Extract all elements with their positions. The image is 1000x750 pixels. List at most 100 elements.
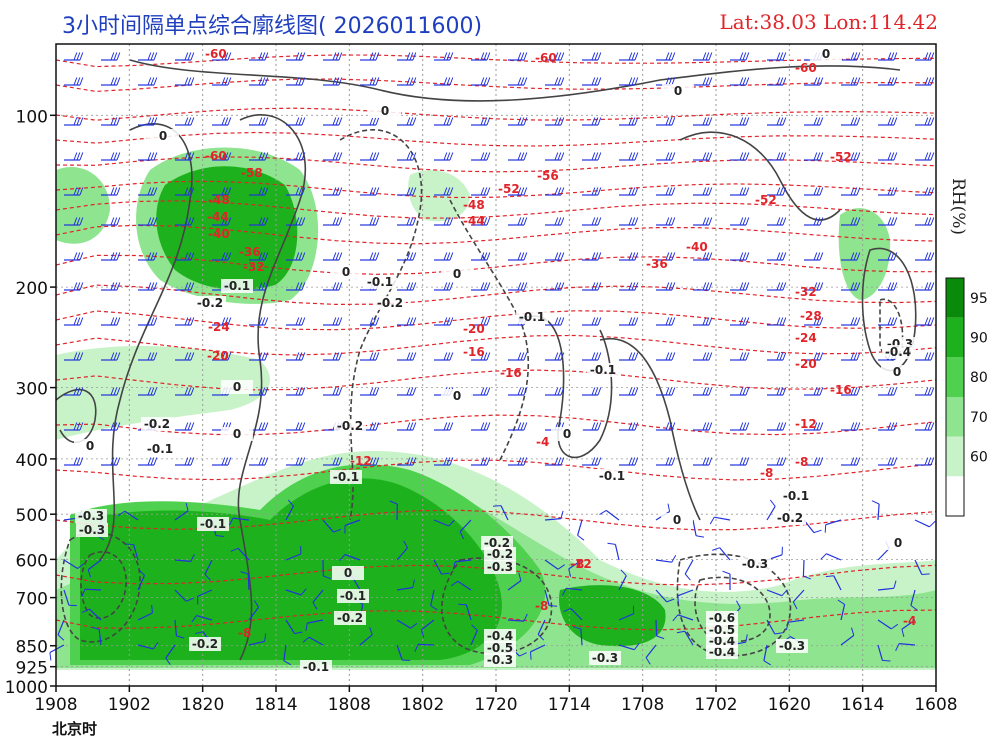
omega-label-7: 0	[233, 427, 241, 441]
wind-barb-feather-197-1	[261, 317, 266, 326]
wind-barb-feather-21-0	[856, 52, 861, 61]
temp-contour-12	[55, 369, 937, 391]
wind-barb-feather-259-0	[782, 387, 787, 396]
wind-barb-365	[247, 573, 250, 591]
wind-barb-feather-396-0	[523, 613, 528, 622]
wind-barb-feather-201-1	[409, 317, 414, 326]
wind-barb-feather-115-1	[779, 187, 784, 196]
wind-barb-feather-263-0	[930, 387, 935, 396]
wind-barb-feather-35-2	[480, 77, 485, 86]
wind-barb-feather-42-2	[739, 77, 744, 86]
wind-barb-feather-91-0	[782, 152, 787, 161]
wind-barb-419	[470, 630, 478, 646]
wind-barb-feather-188-1	[816, 282, 821, 291]
wind-barb-feather-426-0	[745, 634, 748, 643]
wind-barb-feather-83-1	[483, 152, 488, 161]
wind-barb-feather-130-1	[446, 217, 451, 226]
wind-barb-feather-34-2	[443, 77, 448, 86]
wind-barb-feather-21-2	[850, 52, 855, 61]
wind-barb-feather-380-0	[792, 601, 798, 610]
wind-barb-feather-27-2	[184, 77, 189, 86]
wind-barb-feather-122-2	[147, 217, 152, 226]
wind-barb-feather-165-1	[853, 252, 858, 261]
wind-barb-329	[692, 519, 697, 536]
wind-barb-feather-218-2	[147, 352, 152, 361]
wind-barb-feather-422-0	[573, 626, 582, 630]
wind-barb-feather-162-0	[745, 252, 750, 261]
wind-barb-feather-75-1	[187, 152, 192, 161]
wind-barb-feather-253-0	[560, 387, 565, 396]
wind-barb-374	[566, 587, 583, 591]
wind-barb-feather-291-2	[184, 457, 189, 466]
wind-barb-361	[84, 588, 102, 591]
wind-barb-feather-0-1	[76, 52, 81, 61]
wind-barb-feather-107-1	[483, 187, 488, 196]
wind-barb-feather-65-0	[708, 117, 713, 126]
wind-barb-feather-234-2	[739, 352, 744, 361]
omega-label-bg-6	[441, 389, 473, 403]
wind-barb-feather-229-2	[554, 352, 559, 361]
wind-barb-feather-381-0	[825, 575, 834, 578]
wind-barb-feather-163-2	[776, 252, 781, 261]
wind-barb-feather-286-2	[887, 422, 892, 431]
wind-barb-feather-193-2	[110, 317, 115, 326]
wind-barb-feather-301-2	[554, 457, 559, 466]
wind-barb-feather-125-0	[264, 217, 269, 226]
wind-barb-feather-278-2	[591, 422, 596, 431]
wind-barb-feather-282-0	[745, 422, 750, 431]
wind-barb-feather-353-0	[684, 573, 691, 581]
wind-barb-feather-186-1	[742, 282, 747, 291]
omega-contour-5	[599, 337, 701, 521]
wind-barb-feather-269-1	[261, 422, 266, 431]
y-tick-label-8: 925	[16, 659, 48, 679]
wind-barb-feather-231-1	[631, 352, 636, 361]
wind-barb-feather-47-1	[927, 77, 932, 86]
wind-barb-feather-12-0	[523, 52, 528, 61]
wind-barb-feather-308-1	[816, 457, 821, 466]
wind-barb-feather-425-0	[676, 630, 685, 634]
omega-label-43: -0.5	[487, 641, 513, 655]
wind-barb-feather-80-2	[369, 152, 374, 161]
wind-barb-feather-219-2	[184, 352, 189, 361]
wind-barb-feather-38-2	[591, 77, 596, 86]
wind-barb-feather-26-0	[153, 77, 158, 86]
wind-barb-feather-389-0	[253, 600, 260, 608]
wind-barb-422	[580, 628, 583, 646]
omega-contour-0	[99, 123, 193, 561]
wind-barb-feather-47-2	[924, 77, 929, 86]
wind-barb-feather-241-1	[113, 387, 118, 396]
temp-label-33: -8	[238, 626, 251, 640]
wind-barb-feather-84-0	[523, 152, 528, 161]
wind-barb-feather-19-1	[779, 52, 784, 61]
wind-barb-feather-222-1	[298, 352, 303, 361]
wind-barb-feather-264-1	[76, 422, 81, 431]
wind-barb-feather-82-0	[449, 152, 454, 161]
wind-barb-feather-263-1	[927, 387, 932, 396]
wind-barb-feather-31-2	[332, 77, 337, 86]
wind-barb-feather-275-1	[483, 422, 488, 431]
wind-barb-feather-175-0	[338, 282, 343, 291]
wind-barb-feather-173-2	[258, 282, 263, 291]
wind-barb-feather-246-0	[301, 387, 306, 396]
temp-label-19: -28	[800, 309, 822, 323]
wind-barb-feather-30-2	[295, 77, 300, 86]
wind-barb-feather-61-2	[554, 117, 559, 126]
wind-barb-340	[204, 559, 213, 575]
wind-barb-336	[63, 559, 78, 570]
wind-barb-feather-256-2	[665, 387, 670, 396]
wind-barb-feather-63-2	[628, 117, 633, 126]
wind-barb-feather-34-0	[449, 77, 454, 86]
wind-barb-429	[840, 634, 855, 646]
wind-barb-feather-152-1	[372, 252, 377, 261]
wind-barb-feather-387-0	[176, 635, 185, 639]
wind-barb-feather-133-1	[557, 217, 562, 226]
wind-barb-feather-12-1	[520, 52, 525, 61]
wind-barb-feather-247-0	[338, 387, 343, 396]
wind-barb-feather-304-2	[665, 457, 670, 466]
wind-barb-feather-246-1	[298, 387, 303, 396]
omega-contour-9	[55, 388, 97, 444]
wind-barb-feather-105-0	[412, 187, 417, 196]
wind-barb-feather-148-1	[224, 252, 229, 261]
wind-barb-feather-198-0	[301, 317, 306, 326]
wind-barb-feather-303-2	[628, 457, 633, 466]
